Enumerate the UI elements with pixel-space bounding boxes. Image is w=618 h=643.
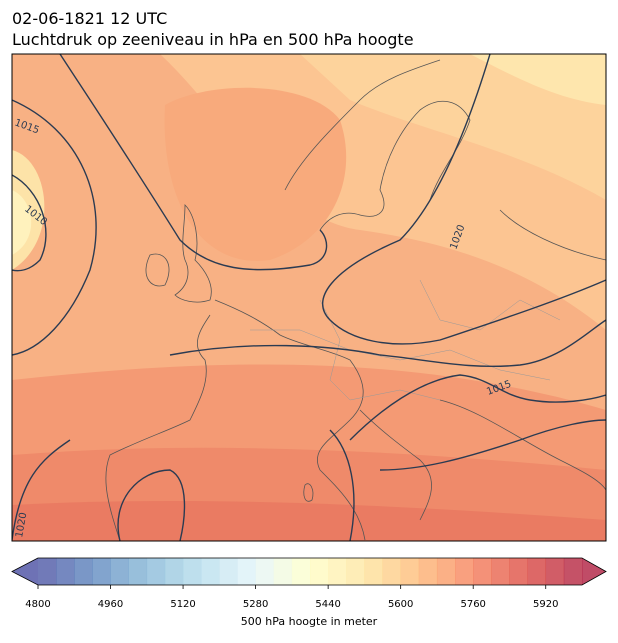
colorbar-cell [219,558,238,585]
colorbar-cell [38,558,57,585]
colorbar-outline [11,557,607,586]
field [470,54,606,105]
field [164,87,347,261]
colorbar-tick-label: 5600 [388,599,413,610]
colorbar-tick-label: 4960 [98,599,123,610]
colorbar-cell [128,558,148,585]
colorbar-cell [563,558,583,585]
isobar-label: 1020 [14,512,29,539]
colorbar-cell [291,558,311,585]
title-line1: 02-06-1821 12 UTC [12,9,167,28]
map-frame [11,53,607,542]
colorbar-cell [364,558,383,585]
field [300,54,606,200]
isobars [12,54,606,541]
colorbar-tick-label: 5760 [460,599,485,610]
field [12,500,606,541]
colorbar-cell [527,558,547,585]
colorbar-cell [164,558,184,585]
colorbar-cell [491,558,510,585]
colorbar-tick-label: 5440 [315,599,340,610]
colorbar-cell [110,558,129,585]
map: 1015 1010 1020 1015 1020 [12,54,606,541]
colorbar-cell [382,558,401,585]
colorbar-cell [545,558,565,585]
colorbar-cell [92,558,111,585]
colorbar-tick-label: 4800 [25,599,50,610]
colorbar-cell [74,558,93,585]
colorbar-cell [400,558,420,585]
colorbar-cell [436,558,456,585]
colorbar-label: 500 hPa hoogte in meter [241,615,378,628]
colorbar-cell [310,558,329,585]
colorbar-cell [237,558,256,585]
colorbar-cell [418,558,438,585]
colorbar-extend-low [12,558,38,585]
colorbar-tick-label: 5120 [170,599,195,610]
field [12,190,32,255]
colorbar-cell [455,558,474,585]
colorbar-cell [146,558,166,585]
colorbar-cell [273,558,293,585]
colorbar: 4800 4960 5120 5280 5440 5600 5760 5920 [11,557,607,610]
title-line2: Luchtdruk op zeeniveau in hPa en 500 hPa… [12,30,414,49]
colorbar-cell [473,558,492,585]
colorbar-cell [509,558,528,585]
coastlines [105,59,606,541]
colorbar-tick-label: 5920 [533,599,558,610]
colorbar-cell [56,558,75,585]
colorbar-cell [346,558,365,585]
colorbar-tick-label: 5280 [243,599,268,610]
colorbar-extend-high [582,558,606,585]
colorbar-cell [328,558,347,585]
colorbar-cell [255,558,275,585]
colorbar-cell [183,558,202,585]
colorbar-cell [201,558,220,585]
